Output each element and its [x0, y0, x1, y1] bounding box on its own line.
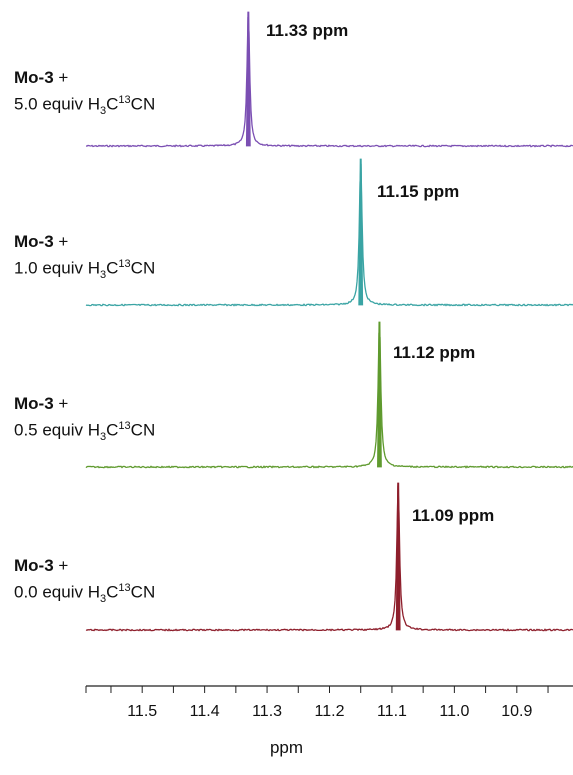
- series-label-2: Mo-3 + 1.0 equiv H3C13CN: [14, 232, 156, 282]
- peak-3: [377, 321, 382, 468]
- peak-label-3: 11.12 ppm: [393, 343, 476, 362]
- x-tick-label: 11.2: [315, 703, 345, 720]
- x-tick-label: 11.5: [127, 703, 157, 720]
- x-tick-label: 10.9: [501, 703, 532, 720]
- peak-1: [245, 11, 251, 147]
- spectrum-trace-4: [85, 485, 573, 632]
- series-label-3: Mo-3 + 0.5 equiv H3C13CN: [14, 394, 156, 444]
- spectrum-trace-2: [85, 163, 573, 307]
- x-axis: 11.5 11.4 11.3 11.2 11.1 11.0 10.9: [85, 685, 573, 720]
- spectrum-trace-1: [85, 16, 573, 148]
- peak-label-2: 11.15 ppm: [377, 182, 460, 201]
- spectra-traces: [85, 11, 573, 632]
- x-tick-label: 11.0: [439, 703, 469, 720]
- x-tick-label: 11.3: [252, 703, 282, 720]
- x-axis-label: ppm: [269, 738, 304, 757]
- peak-4: [395, 482, 401, 631]
- x-axis-ticks: 11.5 11.4 11.3 11.2 11.1 11.0 10.9: [85, 686, 549, 720]
- peak-2: [358, 158, 364, 306]
- peak-label-1: 11.33 ppm: [266, 21, 349, 40]
- spectrum-trace-3: [85, 332, 573, 469]
- x-tick-label: 11.1: [377, 703, 407, 720]
- x-tick-label: 11.4: [190, 703, 220, 720]
- series-label-1: Mo-3 + 5.0 equiv H3C13CN: [14, 68, 156, 118]
- series-label-4: Mo-3 + 0.0 equiv H3C13CN: [14, 556, 156, 606]
- peak-label-4: 11.09 ppm: [412, 506, 495, 525]
